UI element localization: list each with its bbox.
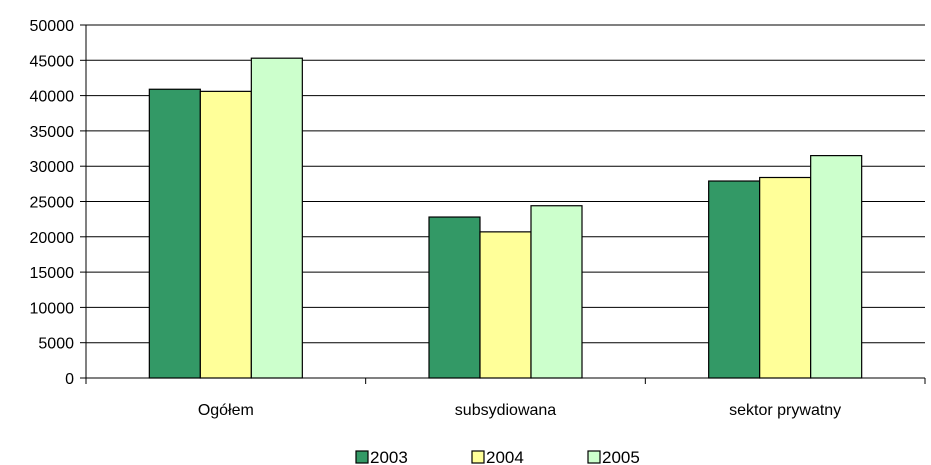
y-tick-label: 25000 (30, 195, 75, 212)
bar-2003-0 (148, 88, 201, 379)
legend-swatch-2004 (471, 450, 485, 464)
bar-2004-2 (759, 176, 812, 379)
y-tick-label: 50000 (30, 18, 75, 35)
y-tick-label: 15000 (30, 265, 75, 282)
legend-swatch-2003 (355, 450, 369, 464)
bar-2003-1 (428, 216, 481, 379)
legend-swatch-2005 (587, 450, 601, 464)
bars (148, 57, 863, 379)
category-label: Ogółem (198, 402, 254, 419)
y-tick-label: 45000 (30, 53, 75, 70)
y-tick-label: 0 (65, 371, 74, 388)
category-label: subsydiowana (455, 402, 557, 419)
bar-2005-1 (530, 205, 583, 379)
legend-label-2005: 2005 (602, 448, 640, 465)
legend-label-2003: 2003 (370, 448, 408, 465)
y-tick-label: 20000 (30, 230, 75, 247)
category-label: sektor prywatny (729, 402, 841, 419)
axes (80, 24, 926, 384)
bar-2003-2 (708, 180, 761, 379)
bar-2005-0 (250, 57, 303, 379)
x-axis-category-labels: Ogółem subsydiowana sektor prywatny (198, 402, 841, 419)
y-tick-label: 30000 (30, 159, 75, 176)
y-tick-label: 40000 (30, 89, 75, 106)
bar-2004-1 (479, 231, 532, 379)
bar-2004-0 (199, 90, 252, 379)
y-tick-label: 10000 (30, 300, 75, 317)
bar-2005-2 (810, 155, 863, 379)
y-tick-label: 35000 (30, 124, 75, 141)
y-tick-label: 5000 (38, 336, 74, 353)
y-axis-tick-labels: 0 5000 10000 15000 20000 25000 30000 35000 40000… (30, 18, 75, 388)
legend-label-2004: 2004 (486, 448, 524, 465)
legend: 2003 2004 2005 (355, 448, 640, 465)
